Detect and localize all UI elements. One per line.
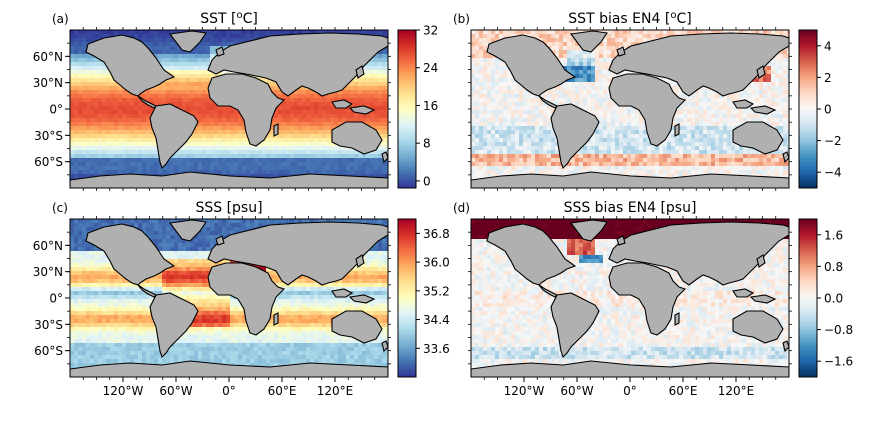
lon-tick-label: 60°E <box>268 384 297 398</box>
colorbar-tick-label: −2 <box>824 134 842 148</box>
lat-tick-label: 60°N <box>33 239 63 253</box>
colorbar: 4 2 0 −2 −4 <box>799 30 842 189</box>
ocean-field: 60°N 30°N 0° 30°S 60°S 120°W 60°W 0° 60°E 120°E <box>33 216 391 398</box>
colorbar-tick-label: −0.8 <box>824 323 853 337</box>
panel-1: (b) SST bias EN4 [oC] 4 2 0 −2 −4 <box>453 10 842 192</box>
lat-tick-label: 30°S <box>34 129 63 143</box>
colorbar-tick-label: 4 <box>824 39 832 53</box>
panel-tag: (b) <box>453 12 470 26</box>
lat-tick-label: 60°N <box>33 50 63 64</box>
colorbar-tick-label: 8 <box>423 137 431 151</box>
panel-tag: (d) <box>453 201 470 215</box>
panel-0: (a) SST [oC] 60°N 30°N 0° 30°S 60°S 32 24 16 8 0 <box>33 10 439 192</box>
lon-tick-label: 0° <box>222 384 236 398</box>
lat-tick-label: 0° <box>49 103 63 117</box>
colorbar-tick-label: 0.0 <box>824 292 843 306</box>
lat-tick-label: 30°N <box>33 265 63 279</box>
lat-tick-label: 60°S <box>34 155 63 169</box>
lat-tick-label: 60°S <box>34 344 63 358</box>
colorbar: 36.8 36.0 35.2 34.4 33.6 <box>398 219 450 378</box>
colorbar-tick-label: 24 <box>423 61 438 75</box>
lat-tick-label: 30°N <box>33 76 63 90</box>
colorbar-tick-label: 1.6 <box>824 228 843 242</box>
colorbar-tick-label: 36.0 <box>423 256 450 270</box>
colorbar-tick-label: 0.8 <box>824 260 843 274</box>
ocean-field <box>468 27 792 191</box>
colorbar-tick-label: −1.6 <box>824 355 853 369</box>
colorbar-tick-label: 35.2 <box>423 284 450 298</box>
colorbar-tick-label: 36.8 <box>423 227 450 241</box>
colorbar-tick-label: 0 <box>824 103 832 117</box>
lon-tick-label: 0° <box>623 384 637 398</box>
lat-tick-label: 0° <box>49 292 63 306</box>
lon-tick-label: 60°W <box>159 384 192 398</box>
panel-tag: (a) <box>52 12 69 26</box>
ocean-field: 120°W 60°W 0° 60°E 120°E <box>468 216 792 398</box>
panel-title: SSS bias EN4 [psu] <box>564 200 697 216</box>
panel-title: SSS [psu] <box>195 200 262 216</box>
lon-tick-label: 60°W <box>560 384 593 398</box>
colorbar-tick-label: 0 <box>423 174 431 188</box>
lon-tick-label: 60°E <box>669 384 698 398</box>
colorbar-tick-label: 34.4 <box>423 313 450 327</box>
lon-tick-label: 120°E <box>317 384 354 398</box>
colorbar-tick-label: 33.6 <box>423 342 450 356</box>
colorbar-tick-label: −4 <box>824 166 842 180</box>
panel-title: SST [oC] <box>200 10 258 28</box>
colorbar-tick-label: 16 <box>423 99 438 113</box>
panel-title: SST bias EN4 [oC] <box>568 10 691 28</box>
colorbar: 1.6 0.8 0.0 −0.8 −1.6 <box>799 219 853 378</box>
lon-tick-label: 120°W <box>103 384 144 398</box>
lon-tick-label: 120°W <box>504 384 545 398</box>
panel-2: (c) SSS [psu] 60°N 30°N 0° 30°S 60°S 120°W 60°W 0… <box>33 200 450 398</box>
panel-tag: (c) <box>52 201 68 215</box>
lat-tick-label: 30°S <box>34 318 63 332</box>
colorbar-tick-label: 2 <box>824 71 832 85</box>
colorbar-tick-label: 32 <box>423 24 438 38</box>
ocean-field: 60°N 30°N 0° 30°S 60°S <box>33 27 391 191</box>
lon-tick-label: 120°E <box>718 384 755 398</box>
colorbar: 32 24 16 8 0 <box>398 24 438 189</box>
